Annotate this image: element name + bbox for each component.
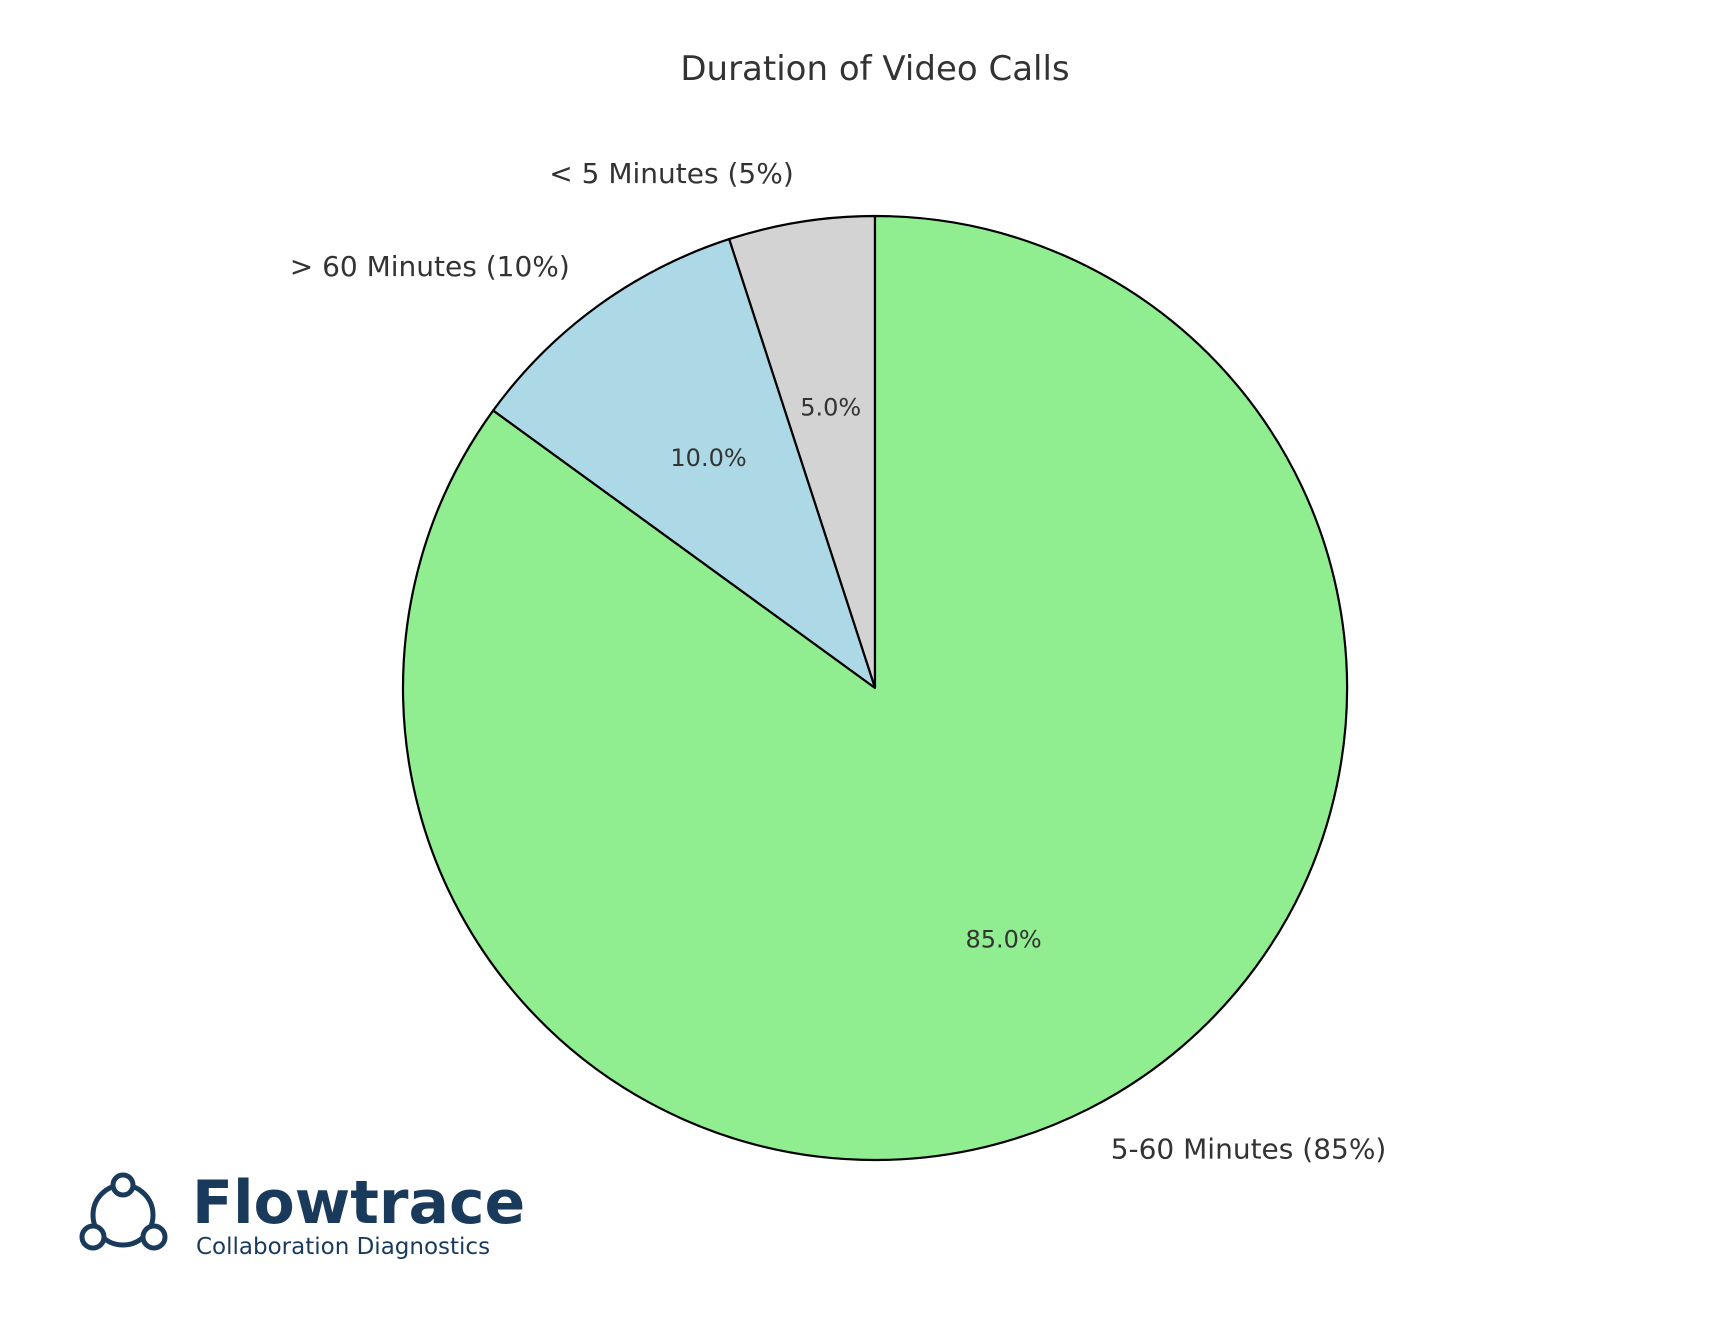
pie-slices bbox=[401, 214, 1349, 1162]
brand-name: Flowtrace bbox=[192, 1168, 525, 1238]
slice-labels: < 5 Minutes (5%) > 60 Minutes (10%) 5-60 M… bbox=[290, 157, 1387, 1165]
slice-percentage-2: 85.0% bbox=[965, 925, 1041, 953]
percentage-labels: 5.0% 10.0% 85.0% bbox=[670, 393, 1041, 953]
pie-slice-0 bbox=[728, 214, 877, 690]
pie-slice-2 bbox=[401, 214, 1349, 1162]
pie-slice-1 bbox=[492, 238, 877, 690]
slice-label-0: < 5 Minutes (5%) bbox=[549, 157, 793, 190]
brand-tagline: Collaboration Diagnostics bbox=[196, 1234, 490, 1260]
connected-nodes-icon bbox=[79, 1172, 168, 1251]
slice-label-2: 5-60 Minutes (85%) bbox=[1111, 1133, 1387, 1166]
chart-title: Duration of Video Calls bbox=[680, 49, 1069, 89]
slice-percentage-1: 10.0% bbox=[670, 444, 746, 472]
slice-percentage-0: 5.0% bbox=[800, 393, 861, 421]
flowtrace-logo: Flowtrace Collaboration Diagnostics bbox=[79, 1168, 525, 1260]
slice-label-1: > 60 Minutes (10%) bbox=[290, 250, 570, 283]
